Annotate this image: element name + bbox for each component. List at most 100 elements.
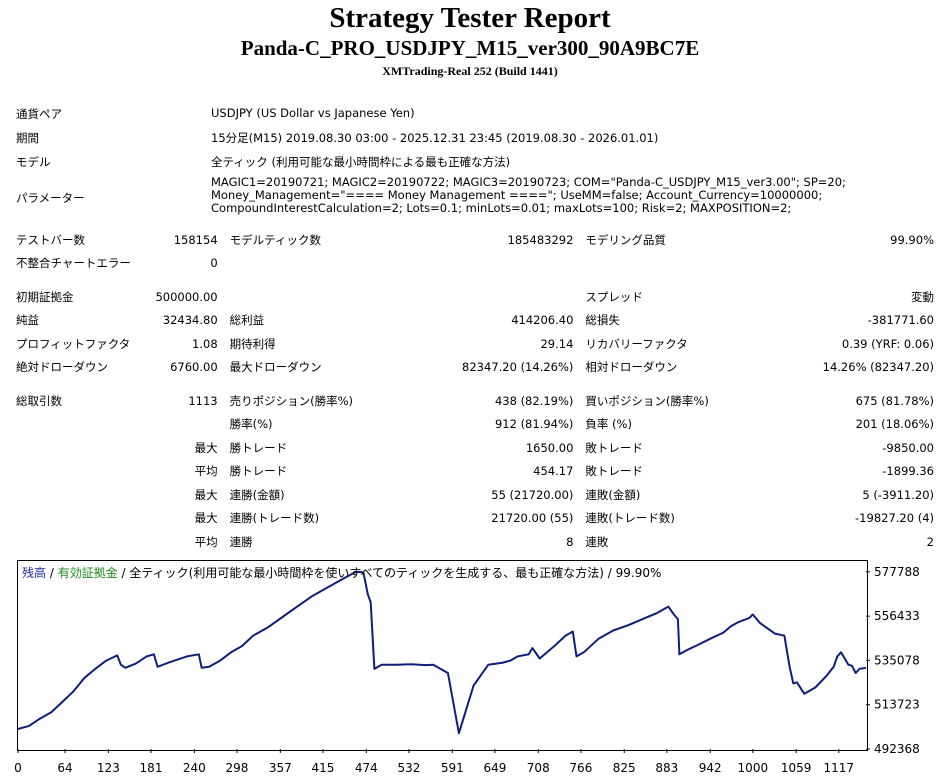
series-line-balance bbox=[17, 570, 867, 735]
win-trade-label: 勝トレード bbox=[229, 464, 288, 479]
x-tick-label: 0 bbox=[14, 761, 22, 775]
avg-label: 平均 bbox=[194, 534, 218, 549]
params-line: Money_Management="==== Money Management … bbox=[211, 188, 823, 202]
table-row: 絶対ドローダウン 6760.00 最大ドローダウン 82347.20 (14.2… bbox=[10, 356, 940, 380]
params-label: パラメーター bbox=[16, 191, 85, 205]
avg-win-value: 454.17 bbox=[533, 464, 574, 479]
pf-value: 1.08 bbox=[192, 336, 218, 351]
avg-loss-value: -1899.36 bbox=[882, 464, 934, 479]
spread-label: スプレッド bbox=[585, 289, 643, 304]
quality-label: モデリング品質 bbox=[585, 232, 666, 247]
x-tick-label: 64 bbox=[57, 761, 72, 775]
consec-win-trades-label: 連勝(トレード数) bbox=[229, 511, 320, 526]
long-label: 買いポジション(勝率%) bbox=[585, 393, 709, 408]
table-row: テストバー数 158154 モデルティック数 185483292 モデリング品質… bbox=[10, 228, 940, 252]
avg-consec-win-value: 8 bbox=[566, 534, 574, 549]
max-loss-value: -9850.00 bbox=[882, 440, 934, 455]
x-tick-label: 649 bbox=[483, 761, 506, 775]
gross-profit-value: 414206.40 bbox=[511, 313, 574, 328]
max-win-value: 1650.00 bbox=[525, 440, 574, 455]
table-row: 不整合チャートエラー 0 bbox=[10, 252, 940, 276]
loss-trade-label: 敗トレード bbox=[585, 464, 643, 479]
bars-value: 158154 bbox=[173, 232, 218, 247]
table-row: 総取引数 1113 売りポジション(勝率%) 438 (82.19%) 買いポジ… bbox=[10, 389, 940, 413]
bars-label: テストバー数 bbox=[16, 232, 85, 247]
params-line: CompoundInterestCalculation=2; Lots=0.1;… bbox=[211, 201, 792, 215]
recovery-value: 0.39 (YRF: 0.06) bbox=[841, 336, 934, 351]
table-row: 最大 連勝(トレード数) 21720.00 (55) 連敗(トレード数) -19… bbox=[10, 507, 940, 531]
consec-loss-trades-label: 連敗(トレード数) bbox=[585, 511, 675, 526]
win-trade-label: 勝トレード bbox=[229, 440, 288, 455]
short-value: 438 (82.19%) bbox=[494, 393, 574, 408]
x-tick-label: 1059 bbox=[781, 761, 812, 775]
table-row: 純益 32434.80 総利益 414206.40 総損失 -381771.60 bbox=[10, 309, 940, 333]
mismatch-value: 0 bbox=[210, 256, 218, 271]
net-value: 32434.80 bbox=[162, 313, 218, 328]
avg-consec-loss-label: 連敗 bbox=[585, 534, 609, 549]
y-tick-label: 556433 bbox=[874, 609, 920, 623]
ticks-label: モデルティック数 bbox=[229, 232, 321, 247]
max-label: 最大 bbox=[194, 487, 218, 502]
chart-frame bbox=[17, 560, 868, 751]
pair-label: 通貨ペア bbox=[16, 107, 62, 121]
x-tick-label: 532 bbox=[397, 761, 420, 775]
table-row: 初期証拠金 500000.00 スプレッド 変動 bbox=[10, 285, 940, 309]
chart-legend: 残高 / 有効証拠金 / 全ティック(利用可能な最小時間枠を使いすべてのティック… bbox=[22, 564, 661, 581]
max-label: 最大 bbox=[194, 440, 218, 455]
mismatch-label: 不整合チャートエラー bbox=[16, 256, 131, 271]
max-dd-label: 最大ドローダウン bbox=[229, 360, 322, 375]
ticks-value: 185483292 bbox=[507, 232, 574, 247]
model-label: モデル bbox=[16, 155, 51, 169]
model-value: 全ティック (利用可能な最小時間枠による最も正確な方法) bbox=[211, 155, 511, 169]
net-label: 純益 bbox=[16, 313, 39, 328]
y-tick-label: 577788 bbox=[874, 565, 920, 579]
x-tick-label: 240 bbox=[183, 761, 206, 775]
avg-label: 平均 bbox=[194, 464, 218, 479]
x-tick-label: 766 bbox=[569, 761, 592, 775]
gross-loss-label: 総損失 bbox=[585, 313, 620, 328]
period-label: 期間 bbox=[16, 131, 39, 145]
x-tick-label: 883 bbox=[655, 761, 678, 775]
x-tick-label: 1000 bbox=[738, 761, 769, 775]
consec-loss-money-label: 連敗(金額) bbox=[585, 487, 641, 502]
pair-value: USDJPY (US Dollar vs Japanese Yen) bbox=[211, 106, 415, 120]
win-rate-value: 912 (81.94%) bbox=[494, 417, 574, 432]
table-row: 平均 連勝 8 連敗 2 bbox=[10, 530, 940, 554]
x-tick-label: 474 bbox=[355, 761, 378, 775]
x-tick-label: 123 bbox=[97, 761, 120, 775]
x-tick-label: 415 bbox=[312, 761, 335, 775]
y-tick-label: 513723 bbox=[874, 698, 920, 712]
total-trades-value: 1113 bbox=[188, 393, 218, 408]
y-tick-label: 492368 bbox=[874, 742, 920, 756]
abs-dd-value: 6760.00 bbox=[170, 360, 218, 375]
deposit-label: 初期証拠金 bbox=[16, 289, 74, 304]
x-tick-label: 357 bbox=[269, 761, 292, 775]
avg-consec-win-label: 連勝 bbox=[229, 534, 253, 549]
params-line: MAGIC1=20190721; MAGIC2=20190722; MAGIC3… bbox=[211, 175, 846, 189]
spread-value: 変動 bbox=[911, 289, 934, 304]
x-tick-label: 942 bbox=[699, 761, 722, 775]
params-value: MAGIC1=20190721; MAGIC2=20190722; MAGIC3… bbox=[211, 176, 846, 215]
expected-value: 29.14 bbox=[540, 336, 574, 351]
x-tick-label: 825 bbox=[613, 761, 636, 775]
consec-win-trades-value: 21720.00 (55) bbox=[491, 511, 574, 526]
loss-trade-label: 敗トレード bbox=[585, 440, 643, 455]
x-tick-label: 708 bbox=[527, 761, 550, 775]
legend-balance: 残高 bbox=[22, 566, 47, 580]
x-tick-label: 591 bbox=[441, 761, 464, 775]
stats-table: テストバー数 158154 モデルティック数 185483292 モデリング品質… bbox=[10, 228, 940, 554]
consec-win-money-label: 連勝(金額) bbox=[229, 487, 285, 502]
legend-equity: 有効証拠金 bbox=[57, 566, 118, 580]
consec-loss-trades-value: -19827.20 (4) bbox=[855, 511, 934, 526]
expected-label: 期待利得 bbox=[229, 336, 276, 351]
pf-label: プロフィットファクタ bbox=[16, 336, 131, 351]
win-rate-label: 勝率(%) bbox=[229, 417, 273, 432]
table-row: 最大 連勝(金額) 55 (21720.00) 連敗(金額) 5 (-3911.… bbox=[10, 483, 940, 507]
avg-consec-loss-value: 2 bbox=[926, 534, 934, 549]
report-subtitle: Panda-C_PRO_USDJPY_M15_ver300_90A9BC7E bbox=[240, 36, 700, 60]
quality-value: 99.90% bbox=[890, 232, 934, 247]
table-row: 勝率(%) 912 (81.94%) 負率 (%) 201 (18.06%) bbox=[10, 413, 940, 437]
short-label: 売りポジション(勝率%) bbox=[229, 393, 354, 408]
x-tick-label: 1117 bbox=[824, 761, 855, 775]
